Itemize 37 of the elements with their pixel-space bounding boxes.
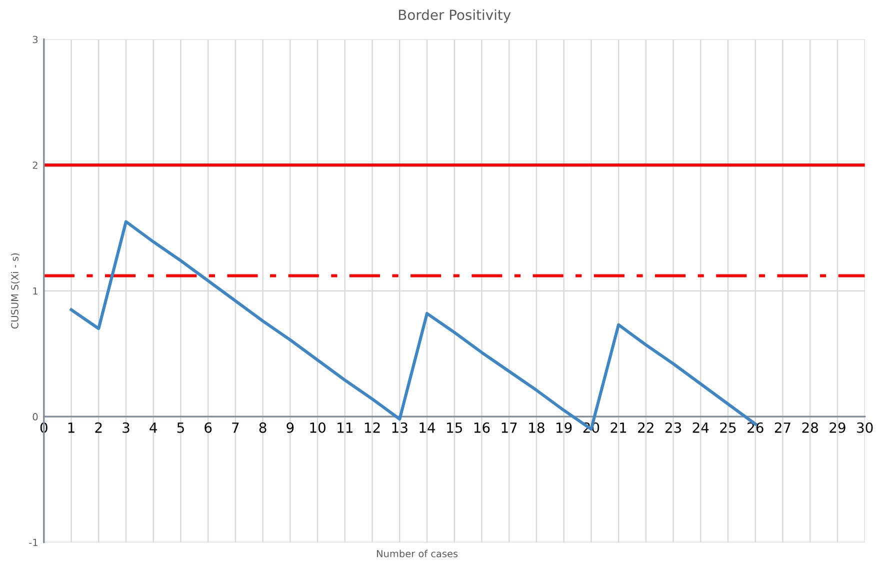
x-axis-title: Number of cases [376, 550, 458, 558]
x-tick-label: 14 [420, 422, 436, 433]
x-tick-label: 6 [204, 422, 212, 433]
y-axis-title: CUSUM S(Xi - s) [10, 253, 20, 329]
x-tick-label: 11 [338, 422, 352, 433]
y-tick-label: -1 [29, 538, 38, 546]
x-tick-label: 19 [556, 422, 572, 433]
x-tick-label: 28 [802, 422, 818, 433]
x-tick-label: 23 [665, 422, 682, 433]
x-tick-label: 29 [830, 422, 846, 433]
y-tick-label: 2 [32, 162, 38, 169]
x-tick-label: 16 [474, 422, 490, 433]
x-tick-label: 1 [68, 422, 74, 433]
x-tick-label: 4 [150, 422, 157, 433]
y-tick-label: 1 [33, 287, 38, 295]
x-tick-label: 3 [122, 422, 130, 433]
x-tick-label: 13 [392, 422, 408, 433]
x-tick-label: 25 [720, 422, 736, 433]
x-tick-label: 24 [692, 422, 709, 433]
x-tick-label: 7 [232, 422, 239, 433]
x-tick-label: 17 [502, 422, 517, 433]
x-tick-label: 10 [310, 422, 326, 433]
x-tick-label: 21 [610, 422, 626, 433]
chart-title: Border Positivity [398, 9, 511, 23]
x-tick-label: 9 [286, 422, 294, 433]
x-tick-label: 22 [638, 422, 654, 433]
x-tick-label: 8 [259, 422, 266, 433]
x-tick-label: 27 [774, 422, 790, 433]
x-tick-label: 26 [748, 422, 764, 433]
x-tick-label: 15 [447, 422, 462, 433]
x-tick-label: 12 [364, 422, 380, 433]
x-tick-label: 18 [529, 422, 544, 433]
y-tick-label: 0 [32, 413, 38, 420]
x-tick-label: 30 [857, 422, 873, 433]
y-tick-label: 3 [32, 36, 38, 44]
x-tick-label: 5 [177, 422, 184, 433]
x-tick-label: 2 [95, 422, 102, 433]
